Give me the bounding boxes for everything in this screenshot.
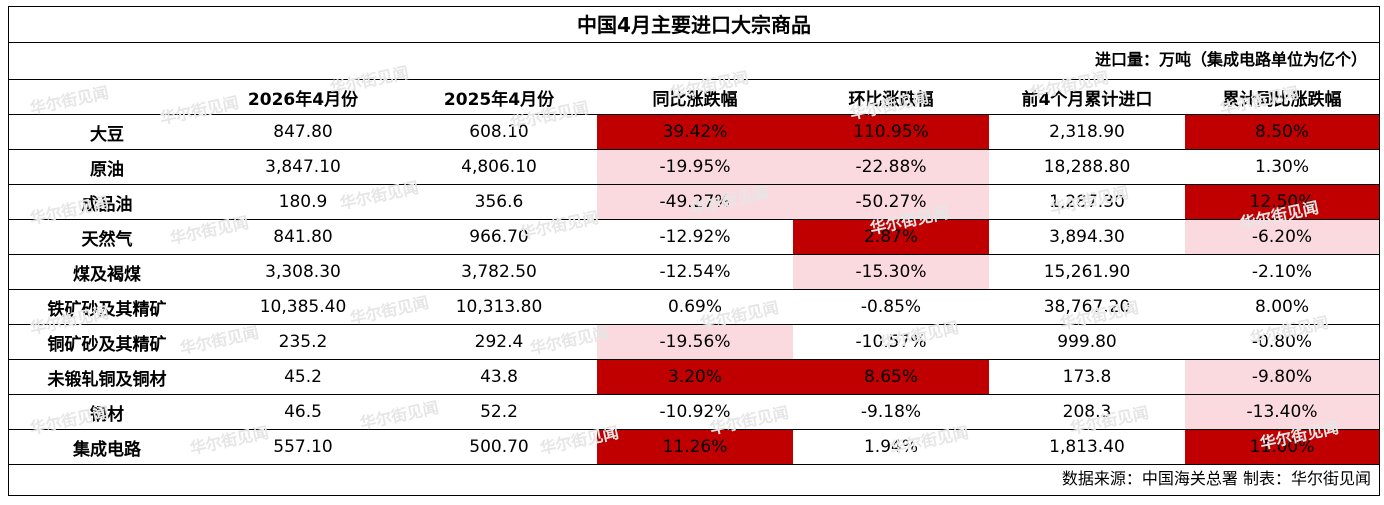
- column-header: 同比涨跌幅: [597, 79, 793, 115]
- table-cell: -50.27%: [793, 184, 989, 220]
- unit-note: 进口量：万吨（集成电路单位为亿个）: [1094, 50, 1367, 69]
- table-row: 钢材 46.5 52.2 -10.92% -9.18% 208.3 -13.40%: [9, 394, 1379, 430]
- table-cell: 39.42%: [597, 114, 793, 150]
- commodity-table: 2026年4月份 2025年4月份 同比涨跌幅 环比涨跌幅 前4个月累计进口 累…: [9, 79, 1379, 465]
- table-cell: -9.18%: [793, 394, 989, 430]
- table-cell: 2,318.90: [989, 114, 1185, 150]
- table-cell: 11.26%: [597, 429, 793, 465]
- table-cell: 45.2: [205, 359, 401, 395]
- table-cell: 0.69%: [597, 289, 793, 325]
- table-cell: 1,813.40: [989, 429, 1185, 465]
- table-cell: -15.30%: [793, 254, 989, 290]
- commodity-name: 铜矿砂及其精矿: [9, 324, 205, 360]
- table-cell: 3,782.50: [401, 254, 597, 290]
- commodity-name: 未锻轧铜及铜材: [9, 359, 205, 395]
- commodity-name: 集成电路: [9, 429, 205, 465]
- table-cell: 999.80: [989, 324, 1185, 360]
- table-cell: 966.70: [401, 219, 597, 255]
- table-cell: 208.3: [989, 394, 1185, 430]
- table-cell: -0.85%: [793, 289, 989, 325]
- table-row: 天然气 841.80 966.70 -12.92% 2.87% 3,894.30 -6.20…: [9, 219, 1379, 255]
- column-header: 环比涨跌幅: [793, 79, 989, 115]
- table-cell: 3,308.30: [205, 254, 401, 290]
- table-cell: 15,261.90: [989, 254, 1185, 290]
- table-row: 铁矿砂及其精矿 10,385.40 10,313.80 0.69% -0.85% 38,7…: [9, 289, 1379, 325]
- column-header: [9, 79, 205, 115]
- table-cell: 52.2: [401, 394, 597, 430]
- table-cell: 10,385.40: [205, 289, 401, 325]
- table-cell: 8.00%: [1185, 289, 1379, 325]
- table-cell: 847.80: [205, 114, 401, 150]
- table-cell: 841.80: [205, 219, 401, 255]
- table-cell: -49.27%: [597, 184, 793, 220]
- source-note: 数据来源：中国海关总署 制表：华尔街见闻: [1061, 469, 1371, 488]
- table-cell: 3,894.30: [989, 219, 1185, 255]
- table-cell: 11.00%: [1185, 429, 1379, 465]
- table-row: 铜矿砂及其精矿 235.2 292.4 -19.56% -10.57% 999.80 -0.…: [9, 324, 1379, 360]
- table-row: 集成电路 557.10 500.70 11.26% 1.94% 1,813.40 11.00…: [9, 429, 1379, 465]
- table-cell: 10,313.80: [401, 289, 597, 325]
- table-row: 成品油 180.9 356.6 -49.27% -50.27% 1,287.30 12.50…: [9, 184, 1379, 220]
- table-cell: -10.57%: [793, 324, 989, 360]
- column-header: 2025年4月份: [401, 79, 597, 115]
- table-cell: 8.65%: [793, 359, 989, 395]
- table-row: 未锻轧铜及铜材 45.2 43.8 3.20% 8.65% 173.8 -9.80%: [9, 359, 1379, 395]
- table-cell: 8.50%: [1185, 114, 1379, 150]
- table-row: 煤及褐煤 3,308.30 3,782.50 -12.54% -15.30% 15,261…: [9, 254, 1379, 290]
- table-body: 大豆 847.80 608.10 39.42% 110.95% 2,318.90 8.50%…: [9, 114, 1379, 465]
- commodity-name: 原油: [9, 149, 205, 185]
- table-cell: 180.9: [205, 184, 401, 220]
- table-cell: 46.5: [205, 394, 401, 430]
- table-cell: -9.80%: [1185, 359, 1379, 395]
- table-cell: 292.4: [401, 324, 597, 360]
- table-cell: 1,287.30: [989, 184, 1185, 220]
- table-cell: -19.56%: [597, 324, 793, 360]
- commodity-name: 大豆: [9, 114, 205, 150]
- table-cell: 235.2: [205, 324, 401, 360]
- table-cell: 557.10: [205, 429, 401, 465]
- table-cell: -13.40%: [1185, 394, 1379, 430]
- commodity-name: 天然气: [9, 219, 205, 255]
- column-header: 累计同比涨跌幅: [1185, 79, 1379, 115]
- table-cell: -10.92%: [597, 394, 793, 430]
- table-cell: 2.87%: [793, 219, 989, 255]
- table-cell: -22.88%: [793, 149, 989, 185]
- table-row: 大豆 847.80 608.10 39.42% 110.95% 2,318.90 8.50%: [9, 114, 1379, 150]
- table-cell: -6.20%: [1185, 219, 1379, 255]
- table-cell: 1.30%: [1185, 149, 1379, 185]
- table-cell: 608.10: [401, 114, 597, 150]
- table-cell: 173.8: [989, 359, 1185, 395]
- table-cell: 3.20%: [597, 359, 793, 395]
- column-header: 前4个月累计进口: [989, 79, 1185, 115]
- header-row: 2026年4月份 2025年4月份 同比涨跌幅 环比涨跌幅 前4个月累计进口 累…: [9, 79, 1379, 115]
- table-cell: 4,806.10: [401, 149, 597, 185]
- table-frame: 中国4月主要进口大宗商品 进口量：万吨（集成电路单位为亿个） 2026年4月份 …: [8, 6, 1380, 496]
- table-cell: 43.8: [401, 359, 597, 395]
- table-cell: 18,288.80: [989, 149, 1185, 185]
- table-cell: 110.95%: [793, 114, 989, 150]
- table-cell: 38,767.20: [989, 289, 1185, 325]
- table-cell: -12.92%: [597, 219, 793, 255]
- commodity-name: 煤及褐煤: [9, 254, 205, 290]
- table-cell: 3,847.10: [205, 149, 401, 185]
- commodity-name: 钢材: [9, 394, 205, 430]
- table-row: 原油 3,847.10 4,806.10 -19.95% -22.88% 18,288.8…: [9, 149, 1379, 185]
- table-cell: 356.6: [401, 184, 597, 220]
- table-cell: 500.70: [401, 429, 597, 465]
- table-cell: 1.94%: [793, 429, 989, 465]
- table-cell: -19.95%: [597, 149, 793, 185]
- table-title: 中国4月主要进口大宗商品: [9, 7, 1379, 43]
- table-cell: -0.80%: [1185, 324, 1379, 360]
- table-cell: -12.54%: [597, 254, 793, 290]
- table-cell: 12.50%: [1185, 184, 1379, 220]
- commodity-name: 铁矿砂及其精矿: [9, 289, 205, 325]
- column-header: 2026年4月份: [205, 79, 401, 115]
- table-cell: -2.10%: [1185, 254, 1379, 290]
- commodity-name: 成品油: [9, 184, 205, 220]
